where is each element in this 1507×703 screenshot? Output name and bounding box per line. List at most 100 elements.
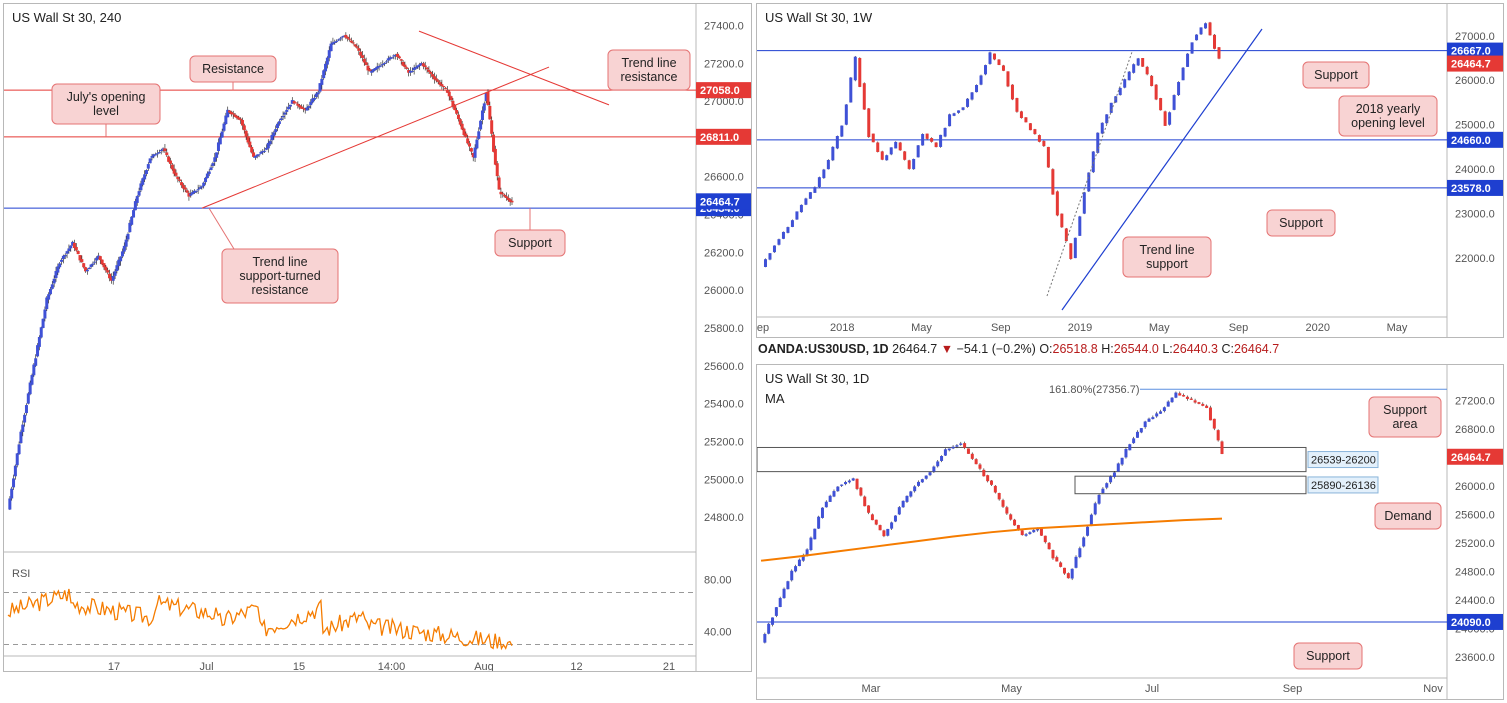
candle-body [1006, 71, 1010, 87]
callout-resistance-text: Resistance [202, 62, 264, 76]
candle-body [1051, 169, 1055, 195]
candle-body [146, 164, 150, 169]
candle-body [477, 131, 481, 139]
candle-body [1089, 514, 1093, 526]
candle-body [1217, 47, 1221, 59]
candle-body [1208, 407, 1212, 421]
candle-body [185, 190, 189, 193]
candle-body [822, 169, 826, 179]
x-tick-label: Aug [474, 661, 494, 672]
candle-body [119, 256, 123, 262]
zone-tag-bg [1307, 451, 1379, 469]
callout-support-text: Support [1306, 649, 1350, 663]
candle-body [959, 443, 963, 445]
candle-body [824, 501, 828, 508]
candle-body [1016, 525, 1020, 531]
candle-body [934, 142, 938, 148]
candle-body [805, 549, 809, 556]
level-tag-bg [696, 128, 751, 145]
candle-body [436, 80, 440, 82]
candle-body [322, 70, 326, 79]
candle-body [96, 255, 100, 259]
chart-weekly-canvas[interactable]: 27000.0 26000.0 25000.0 24000.0 23000.0 22000… [757, 4, 1504, 338]
candle-body [1127, 71, 1131, 81]
candle-body [263, 150, 267, 152]
candle-body [813, 187, 817, 193]
y-tick-label: 25200.0 [704, 436, 744, 448]
candle-body [135, 196, 139, 203]
candle-body [1013, 519, 1017, 526]
x-tick-label: Jul [199, 661, 213, 672]
candle-body [921, 134, 925, 146]
candle-body [1132, 438, 1136, 444]
candle-body [379, 65, 383, 67]
candle-body [381, 64, 385, 66]
candle-body [170, 164, 174, 170]
candle-body [795, 211, 799, 220]
chart-title-weekly: US Wall St 30, 1W [765, 10, 873, 25]
candle-body [774, 607, 778, 616]
candle-body [128, 222, 132, 233]
x-tick-label: Mar [862, 683, 881, 695]
level-tag-bg [1447, 613, 1503, 630]
candle-body [403, 64, 407, 68]
candle-body [204, 177, 208, 183]
candle-body [41, 318, 45, 328]
rsi-label: RSI [12, 568, 30, 580]
candle-body [124, 239, 128, 247]
chart-daily-canvas[interactable]: 27200.026800.026400.026000.025600.025200… [757, 365, 1504, 700]
candle-body [384, 61, 388, 63]
candle-body [1163, 111, 1167, 126]
level-tag: 26667.0 [1451, 46, 1491, 58]
candle-body [1151, 417, 1155, 420]
candle-body [1136, 58, 1140, 66]
candle-body [1015, 98, 1019, 112]
candle-body [909, 491, 913, 497]
x-tick-label: May [1387, 322, 1408, 334]
candle-body [368, 69, 372, 72]
candle-body [1199, 27, 1203, 35]
candle-body [1154, 84, 1158, 100]
candle-body [903, 151, 907, 160]
candle-body [239, 118, 243, 121]
candle-body [940, 456, 944, 461]
candle-body [231, 113, 235, 115]
candle-body [423, 65, 427, 68]
candle-body [412, 67, 416, 71]
candle-body [108, 273, 112, 279]
candle-body [882, 530, 886, 537]
candle-body [905, 495, 909, 502]
candle-body [360, 55, 364, 58]
candle-body [399, 59, 403, 61]
candle-body [50, 284, 54, 289]
candle-body [122, 245, 126, 252]
x-tick-label: May [1149, 322, 1170, 334]
candle-body [1159, 411, 1163, 414]
candle-body [1073, 237, 1077, 259]
y-tick-label: 25200.0 [1455, 538, 1495, 550]
candle-body [840, 484, 844, 486]
callout-2018-opening-box [1338, 95, 1438, 137]
callout-support-text: Support [508, 236, 552, 250]
level-tag-bg [696, 82, 751, 99]
candle-body [311, 98, 315, 103]
candle-body [851, 478, 855, 481]
candle-body [74, 246, 78, 251]
candle-body [150, 155, 154, 158]
candle-body [290, 100, 294, 104]
candle-body [274, 129, 278, 133]
candle-body [849, 77, 853, 103]
candle-body [148, 158, 152, 164]
candle-body [416, 65, 420, 68]
ohlc-info-bar: OANDA:US30USD, 1D 26464.7 ▼ −54.1 (−0.2%… [758, 342, 1279, 356]
callout-trendline-support-text: resistance [252, 283, 309, 297]
candle-body [85, 269, 89, 272]
candle-body [133, 201, 137, 211]
candle-body [120, 251, 124, 257]
candle-body [970, 92, 974, 100]
candle-body [1120, 457, 1124, 465]
chart-4h-canvas[interactable]: 27400.027200.027000.026800.026600.026400… [4, 4, 752, 672]
candle-body [336, 39, 340, 41]
candle-body [503, 194, 507, 197]
candle-body [907, 160, 911, 169]
